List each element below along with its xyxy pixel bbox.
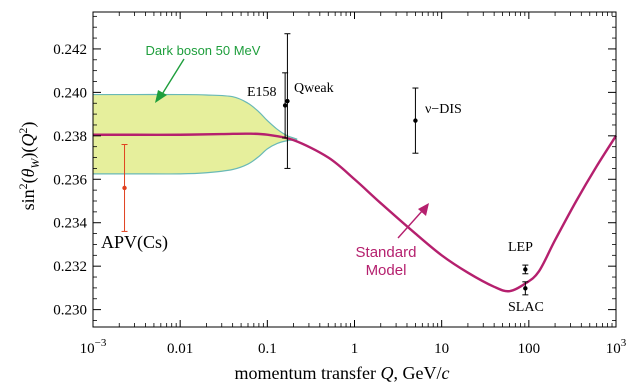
data-point-e158: [282, 103, 288, 108]
label-standard-model-line1: Standard: [356, 244, 417, 261]
y-axis-title-sup: 2: [16, 183, 30, 189]
y-tick-label: 0.236: [53, 172, 87, 188]
standard-model-arrow-head: [418, 203, 429, 216]
x-axis-title-units: , GeV/: [393, 363, 441, 383]
axis-ticks: [92, 12, 617, 327]
x-axis-title-text: momentum transfer: [235, 363, 381, 383]
y-tick-label: 0.232: [53, 259, 87, 275]
data-point-dis: [413, 118, 418, 123]
x-tick-label-exp: −3: [95, 337, 107, 349]
x-tick-label-base: 1: [351, 341, 359, 357]
x-tick-label: 103: [606, 337, 627, 357]
y-tick-label: 0.230: [53, 303, 87, 319]
standard-model-arrow-line: [397, 209, 424, 239]
x-tick-labels: 10−3 0.01 0.1 1 10 100 103: [80, 337, 627, 357]
y-axis-title-q: Q: [18, 134, 38, 147]
y-axis-title-close: ): [18, 122, 39, 128]
label-slac: SLAC: [508, 300, 544, 315]
dark-boson-band-upper-edge: [92, 93, 298, 140]
standard-model-curve: [93, 132, 618, 293]
y-axis-title-theta: θ: [18, 168, 38, 177]
y-tick-label: 0.240: [53, 85, 87, 101]
label-e158: E158: [247, 85, 277, 100]
y-axis-title-sub: W: [28, 158, 42, 169]
label-lep: LEP: [508, 240, 533, 255]
x-tick-label-base: 0.1: [258, 341, 277, 357]
data-point-slac: [523, 286, 528, 291]
x-axis-title: momentum transfer Q, GeV/c: [235, 363, 450, 383]
x-tick-label-exp: 3: [621, 337, 627, 349]
y-tick-label: 0.242: [53, 42, 87, 58]
y-tick-label: 0.234: [53, 216, 87, 232]
x-tick-label-base: 10: [434, 341, 449, 357]
x-tick-label-base: 10: [606, 341, 621, 357]
x-axis-title-c: c: [441, 363, 449, 383]
label-nu-dis: ν−DIS: [425, 102, 462, 117]
label-dark-boson: Dark boson 50 MeV: [146, 43, 261, 58]
y-axis-title-qsup: 2: [16, 128, 30, 134]
dark-boson-arrow-head: [155, 90, 167, 103]
x-axis-title-var: Q: [380, 363, 393, 383]
x-tick-label-base: 0.01: [167, 341, 193, 357]
data-point-apv-cs: [122, 185, 127, 191]
x-tick-label: 10−3: [80, 337, 107, 357]
dark-boson-arrow-line: [160, 58, 185, 97]
label-apv-cs: APV(Cs): [101, 232, 168, 253]
y-axis-title-fn: sin: [18, 189, 38, 210]
data-point-qweak: [285, 98, 290, 104]
data-point-lep: [523, 267, 528, 272]
x-tick-label: 100: [518, 341, 541, 357]
label-qweak: Qweak: [294, 81, 334, 96]
x-tick-label: 1: [351, 341, 359, 357]
y-axis-title: sin2(θW)(Q2): [16, 122, 42, 211]
y-axis-title-mid: )(: [18, 147, 39, 159]
label-standard-model-line2: Model: [366, 262, 407, 279]
measurements: [121, 33, 529, 296]
x-tick-label: 0.1: [258, 341, 277, 357]
y-tick-labels: 0.230 0.232 0.234 0.236 0.238 0.240 0.242: [53, 42, 87, 319]
y-axis-title-open: (: [18, 177, 39, 183]
x-tick-label: 10: [434, 341, 449, 357]
dark-boson-band-lower-edge: [93, 139, 298, 175]
x-tick-label-base: 10: [80, 341, 95, 357]
x-tick-label: 0.01: [167, 341, 193, 357]
y-tick-label: 0.238: [53, 129, 87, 145]
standard-model-arrow: [397, 203, 429, 239]
dark-boson-arrow: [155, 58, 185, 103]
x-tick-label-base: 100: [518, 341, 541, 357]
